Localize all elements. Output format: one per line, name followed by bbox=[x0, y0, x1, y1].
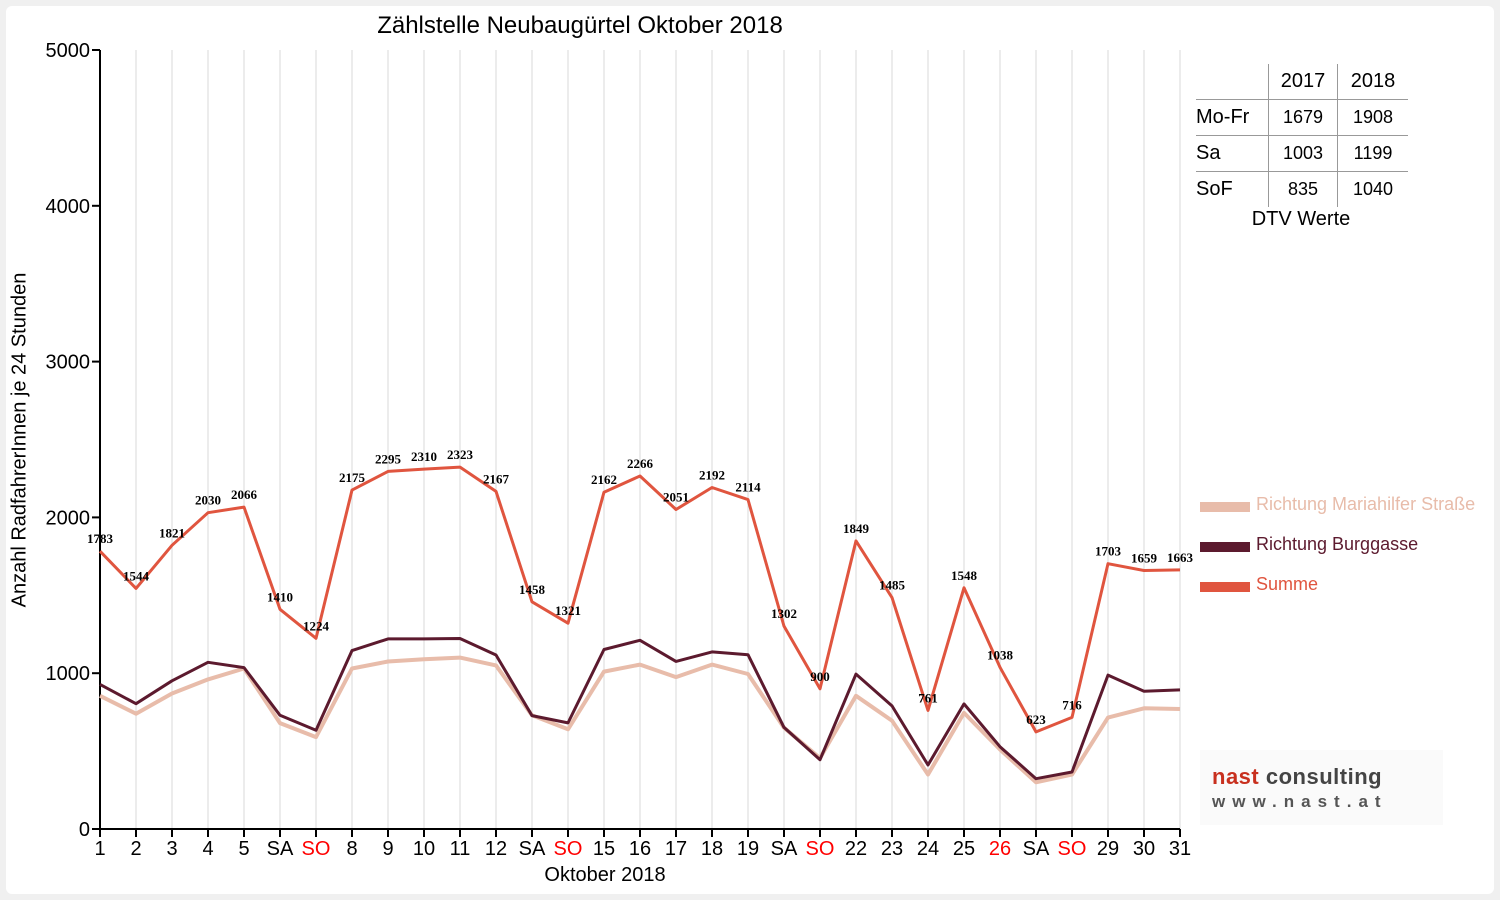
dtv-header-2018: 2018 bbox=[1337, 64, 1408, 100]
data-label: 1821 bbox=[159, 525, 185, 540]
dtv-header-2017: 2017 bbox=[1268, 64, 1338, 100]
x-tick-label: 25 bbox=[953, 838, 975, 860]
company-logo: nast consulting www.nast.at bbox=[1200, 750, 1443, 825]
x-tick-label: SO bbox=[1058, 838, 1087, 860]
data-label: 2051 bbox=[663, 489, 689, 504]
x-tick-label: 17 bbox=[665, 838, 687, 860]
data-label: 623 bbox=[1026, 712, 1046, 727]
x-tick-label: SA bbox=[267, 838, 294, 860]
x-tick-label: 23 bbox=[881, 838, 903, 860]
data-label: 2114 bbox=[735, 480, 761, 495]
dtv-cell: 1908 bbox=[1337, 99, 1408, 136]
data-label: 1663 bbox=[1167, 550, 1194, 565]
data-label: 1302 bbox=[771, 606, 797, 621]
data-label: 761 bbox=[918, 690, 938, 705]
x-tick-label: 12 bbox=[485, 838, 507, 860]
x-tick-label: 3 bbox=[166, 838, 177, 860]
data-label: 2295 bbox=[375, 451, 402, 466]
x-tick-label: 5 bbox=[238, 838, 249, 860]
legend-label: Richtung Mariahilfer Straße bbox=[1256, 494, 1476, 514]
x-axis-label: Oktober 2018 bbox=[544, 864, 666, 886]
legend-swatch bbox=[1200, 502, 1250, 512]
legend-swatch bbox=[1200, 582, 1250, 592]
logo-wordmark: nast consulting bbox=[1212, 764, 1383, 789]
y-tick-label: 2000 bbox=[46, 507, 91, 529]
y-tick-label: 3000 bbox=[46, 352, 91, 374]
series-line-1 bbox=[99, 655, 1181, 785]
x-tick-label: 9 bbox=[382, 838, 393, 860]
x-tick-label: 16 bbox=[629, 838, 651, 860]
data-label: 1410 bbox=[267, 589, 293, 604]
data-label: 1038 bbox=[987, 647, 1014, 662]
x-tick-label: SO bbox=[302, 838, 331, 860]
dtv-cell: 835 bbox=[1268, 171, 1338, 207]
logo-url: www.nast.at bbox=[1212, 792, 1388, 811]
dtv-cell: 1199 bbox=[1337, 135, 1408, 172]
x-tick-label: 4 bbox=[202, 838, 213, 860]
x-tick-label: 22 bbox=[845, 838, 867, 860]
data-label: 2030 bbox=[195, 493, 221, 508]
y-tick-label: 4000 bbox=[46, 196, 91, 218]
data-label: 1321 bbox=[555, 603, 581, 618]
data-label: 1659 bbox=[1131, 551, 1158, 566]
y-tick-label: 1000 bbox=[46, 663, 91, 685]
data-label: 1548 bbox=[951, 568, 978, 583]
dtv-cell: 1679 bbox=[1268, 99, 1338, 136]
data-label: 2266 bbox=[627, 456, 654, 471]
x-tick-label: 18 bbox=[701, 838, 723, 860]
x-tick-label: 31 bbox=[1169, 838, 1191, 860]
legend-label: Summe bbox=[1256, 574, 1319, 594]
dtv-cell: 1040 bbox=[1337, 171, 1408, 207]
data-label: 1703 bbox=[1095, 544, 1122, 559]
data-label: 2323 bbox=[447, 447, 474, 462]
legend-label: Richtung Burggasse bbox=[1256, 534, 1419, 554]
dtv-cell: 1003 bbox=[1268, 135, 1338, 172]
data-label: 2175 bbox=[339, 470, 366, 485]
x-tick-label: SA bbox=[771, 838, 798, 860]
data-label: 2167 bbox=[483, 471, 510, 486]
data-label: 1783 bbox=[87, 531, 114, 546]
x-tick-label: 24 bbox=[917, 838, 939, 860]
dtv-row-label: Sa bbox=[1196, 135, 1269, 172]
data-label: 1544 bbox=[123, 568, 150, 583]
data-label: 900 bbox=[810, 669, 830, 684]
x-tick-label: SA bbox=[519, 838, 546, 860]
data-label: 2310 bbox=[411, 449, 437, 464]
y-tick-label: 5000 bbox=[46, 40, 91, 62]
x-tick-label: 11 bbox=[450, 838, 471, 860]
dtv-row-label: SoF bbox=[1196, 171, 1269, 207]
x-tick-label: 1 bbox=[94, 838, 105, 860]
x-tick-label: 30 bbox=[1133, 838, 1155, 860]
x-tick-label: 2 bbox=[130, 838, 141, 860]
x-tick-label: 15 bbox=[593, 838, 615, 860]
series-line-2 bbox=[99, 637, 1181, 781]
data-label: 1224 bbox=[303, 618, 330, 633]
dtv-row-label: Mo-Fr bbox=[1196, 99, 1269, 136]
data-label: 2192 bbox=[699, 467, 725, 482]
x-tick-label: 26 bbox=[989, 838, 1011, 860]
data-label: 716 bbox=[1062, 697, 1082, 712]
x-tick-label: SO bbox=[806, 838, 835, 860]
dtv-table: 2017 2018 Mo-Fr 1679 1908 Sa 1003 1199 S… bbox=[1196, 64, 1408, 207]
chart-title: Zählstelle Neubaugürtel Oktober 2018 bbox=[377, 12, 783, 39]
x-tick-label: 8 bbox=[346, 838, 357, 860]
data-label: 1849 bbox=[843, 521, 870, 536]
data-label: 2162 bbox=[591, 472, 617, 487]
legend-swatch bbox=[1200, 542, 1250, 552]
dtv-header-empty bbox=[1196, 64, 1269, 100]
data-label: 1485 bbox=[879, 578, 906, 593]
dtv-caption: DTV Werte bbox=[1251, 208, 1351, 230]
y-tick-label: 0 bbox=[79, 819, 90, 841]
x-tick-label: 29 bbox=[1097, 838, 1119, 860]
series-line-3 bbox=[98, 465, 1181, 734]
x-tick-label: SA bbox=[1023, 838, 1050, 860]
x-tick-label: 19 bbox=[737, 838, 759, 860]
data-label: 1458 bbox=[519, 582, 546, 597]
x-tick-label: SO bbox=[554, 838, 583, 860]
data-label: 2066 bbox=[231, 487, 258, 502]
x-tick-label: 10 bbox=[413, 838, 435, 860]
